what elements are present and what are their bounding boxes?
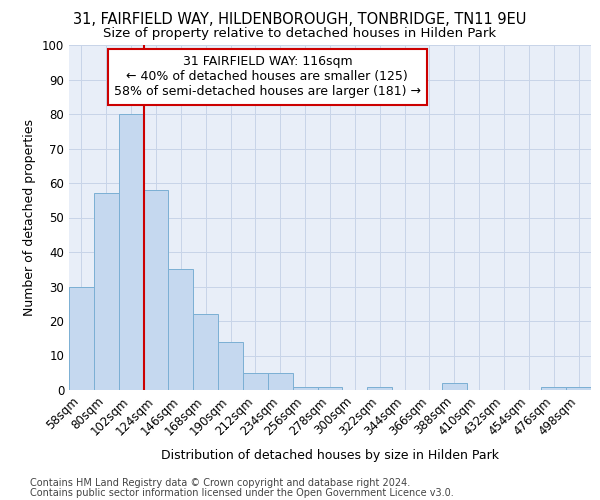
- Bar: [442, 383, 467, 390]
- Bar: [169, 269, 193, 390]
- Bar: [193, 314, 218, 390]
- Bar: [293, 386, 317, 390]
- Text: Contains HM Land Registry data © Crown copyright and database right 2024.: Contains HM Land Registry data © Crown c…: [30, 478, 410, 488]
- Bar: [541, 386, 566, 390]
- Bar: [143, 190, 169, 390]
- Bar: [218, 342, 243, 390]
- Bar: [119, 114, 143, 390]
- Bar: [268, 373, 293, 390]
- Bar: [69, 286, 94, 390]
- Bar: [566, 386, 591, 390]
- Bar: [243, 373, 268, 390]
- X-axis label: Distribution of detached houses by size in Hilden Park: Distribution of detached houses by size …: [161, 449, 499, 462]
- Y-axis label: Number of detached properties: Number of detached properties: [23, 119, 37, 316]
- Text: Size of property relative to detached houses in Hilden Park: Size of property relative to detached ho…: [103, 28, 497, 40]
- Bar: [317, 386, 343, 390]
- Bar: [367, 386, 392, 390]
- Text: Contains public sector information licensed under the Open Government Licence v3: Contains public sector information licen…: [30, 488, 454, 498]
- Bar: [94, 194, 119, 390]
- Text: 31 FAIRFIELD WAY: 116sqm
← 40% of detached houses are smaller (125)
58% of semi-: 31 FAIRFIELD WAY: 116sqm ← 40% of detach…: [114, 56, 421, 98]
- Text: 31, FAIRFIELD WAY, HILDENBOROUGH, TONBRIDGE, TN11 9EU: 31, FAIRFIELD WAY, HILDENBOROUGH, TONBRI…: [73, 12, 527, 28]
